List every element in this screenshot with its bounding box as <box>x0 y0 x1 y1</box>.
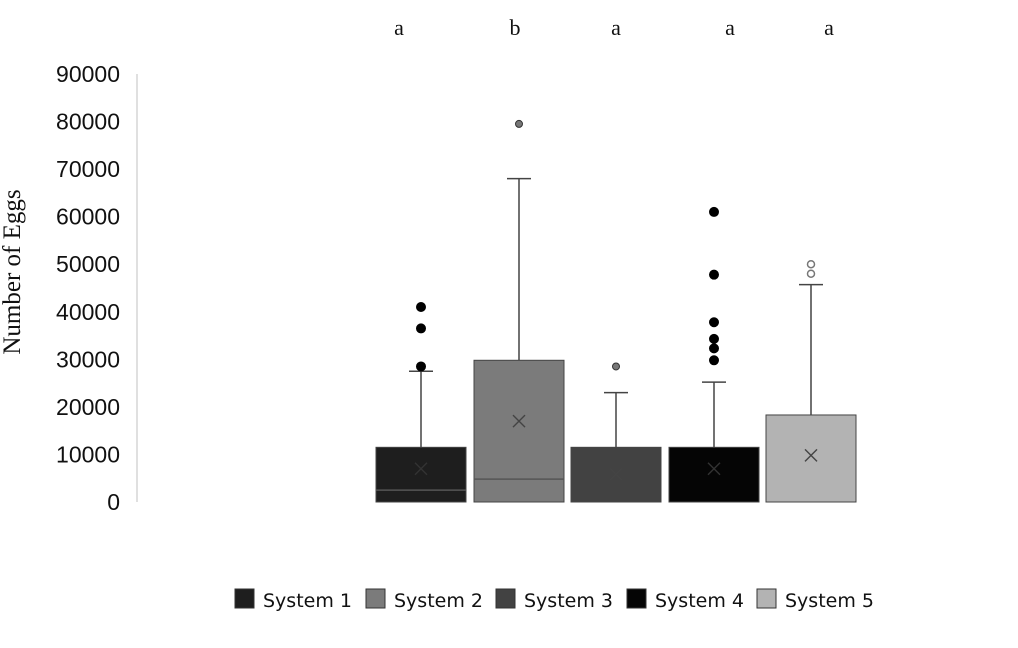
outlier-point <box>709 355 719 366</box>
legend-swatch <box>626 588 647 609</box>
legend-label: System 5 <box>785 590 874 612</box>
mean-marker <box>414 462 428 476</box>
legend-label: System 3 <box>524 590 613 612</box>
box-body <box>473 359 565 503</box>
outlier-point <box>515 119 523 128</box>
legend-item: System 4 <box>626 588 744 612</box>
legend-item: System 3 <box>495 588 613 612</box>
legend-label: System 4 <box>655 590 744 612</box>
significance-letter: a <box>824 15 834 40</box>
legend-label: System 1 <box>263 590 352 612</box>
legend-swatch <box>495 588 516 609</box>
box-body <box>375 446 467 503</box>
box-5 <box>765 259 857 503</box>
outlier-point <box>612 362 620 371</box>
outlier-point <box>709 343 719 354</box>
y-tick-label: 50000 <box>56 251 120 277</box>
y-axis-title: Number of Eggs <box>0 189 26 354</box>
outlier-point <box>416 361 426 372</box>
outlier-point <box>709 317 719 328</box>
significance-letter: b <box>510 15 521 40</box>
box-body <box>765 414 857 503</box>
outlier-point <box>416 323 426 334</box>
box-4 <box>668 206 760 503</box>
y-tick-label: 80000 <box>56 109 120 135</box>
y-tick-labels: 0 10000 20000 30000 40000 50000 60000 70000 8000… <box>56 61 120 515</box>
legend-swatch <box>234 588 255 609</box>
outlier-point <box>806 269 816 278</box>
legend-label: System 2 <box>394 590 483 612</box>
significance-letter: a <box>611 15 621 40</box>
legend-swatch <box>756 588 777 609</box>
box-3 <box>570 362 662 503</box>
mean-marker <box>804 448 818 462</box>
legend-item: System 2 <box>365 588 483 612</box>
box-body <box>668 446 760 503</box>
y-tick-label: 30000 <box>56 346 120 372</box>
outlier-point <box>416 302 426 313</box>
mean-marker <box>707 462 721 476</box>
y-tick-label: 40000 <box>56 299 120 325</box>
y-tick-label: 10000 <box>56 441 120 467</box>
y-tick-label: 0 <box>107 489 120 515</box>
y-tick-label: 60000 <box>56 204 120 230</box>
y-tick-label: 20000 <box>56 394 120 420</box>
mean-marker <box>512 414 526 428</box>
box-1 <box>375 302 467 503</box>
significance-letter: a <box>394 15 404 40</box>
y-tick-label: 90000 <box>56 61 120 87</box>
mean-marker <box>609 467 623 481</box>
legend-swatch <box>365 588 386 609</box>
legend-item: System 1 <box>234 588 352 612</box>
significance-letter: a <box>725 15 735 40</box>
y-tick-label: 70000 <box>56 156 120 182</box>
box-2 <box>473 119 565 503</box>
boxes <box>375 119 857 503</box>
outlier-point <box>806 259 816 269</box>
legend-item: System 5 <box>756 588 874 612</box>
outlier-point <box>709 269 719 280</box>
legend: System 1 System 2 System 3 System 4 System 5 <box>234 588 874 612</box>
outlier-point <box>709 206 719 217</box>
outlier-point <box>709 333 719 344</box>
